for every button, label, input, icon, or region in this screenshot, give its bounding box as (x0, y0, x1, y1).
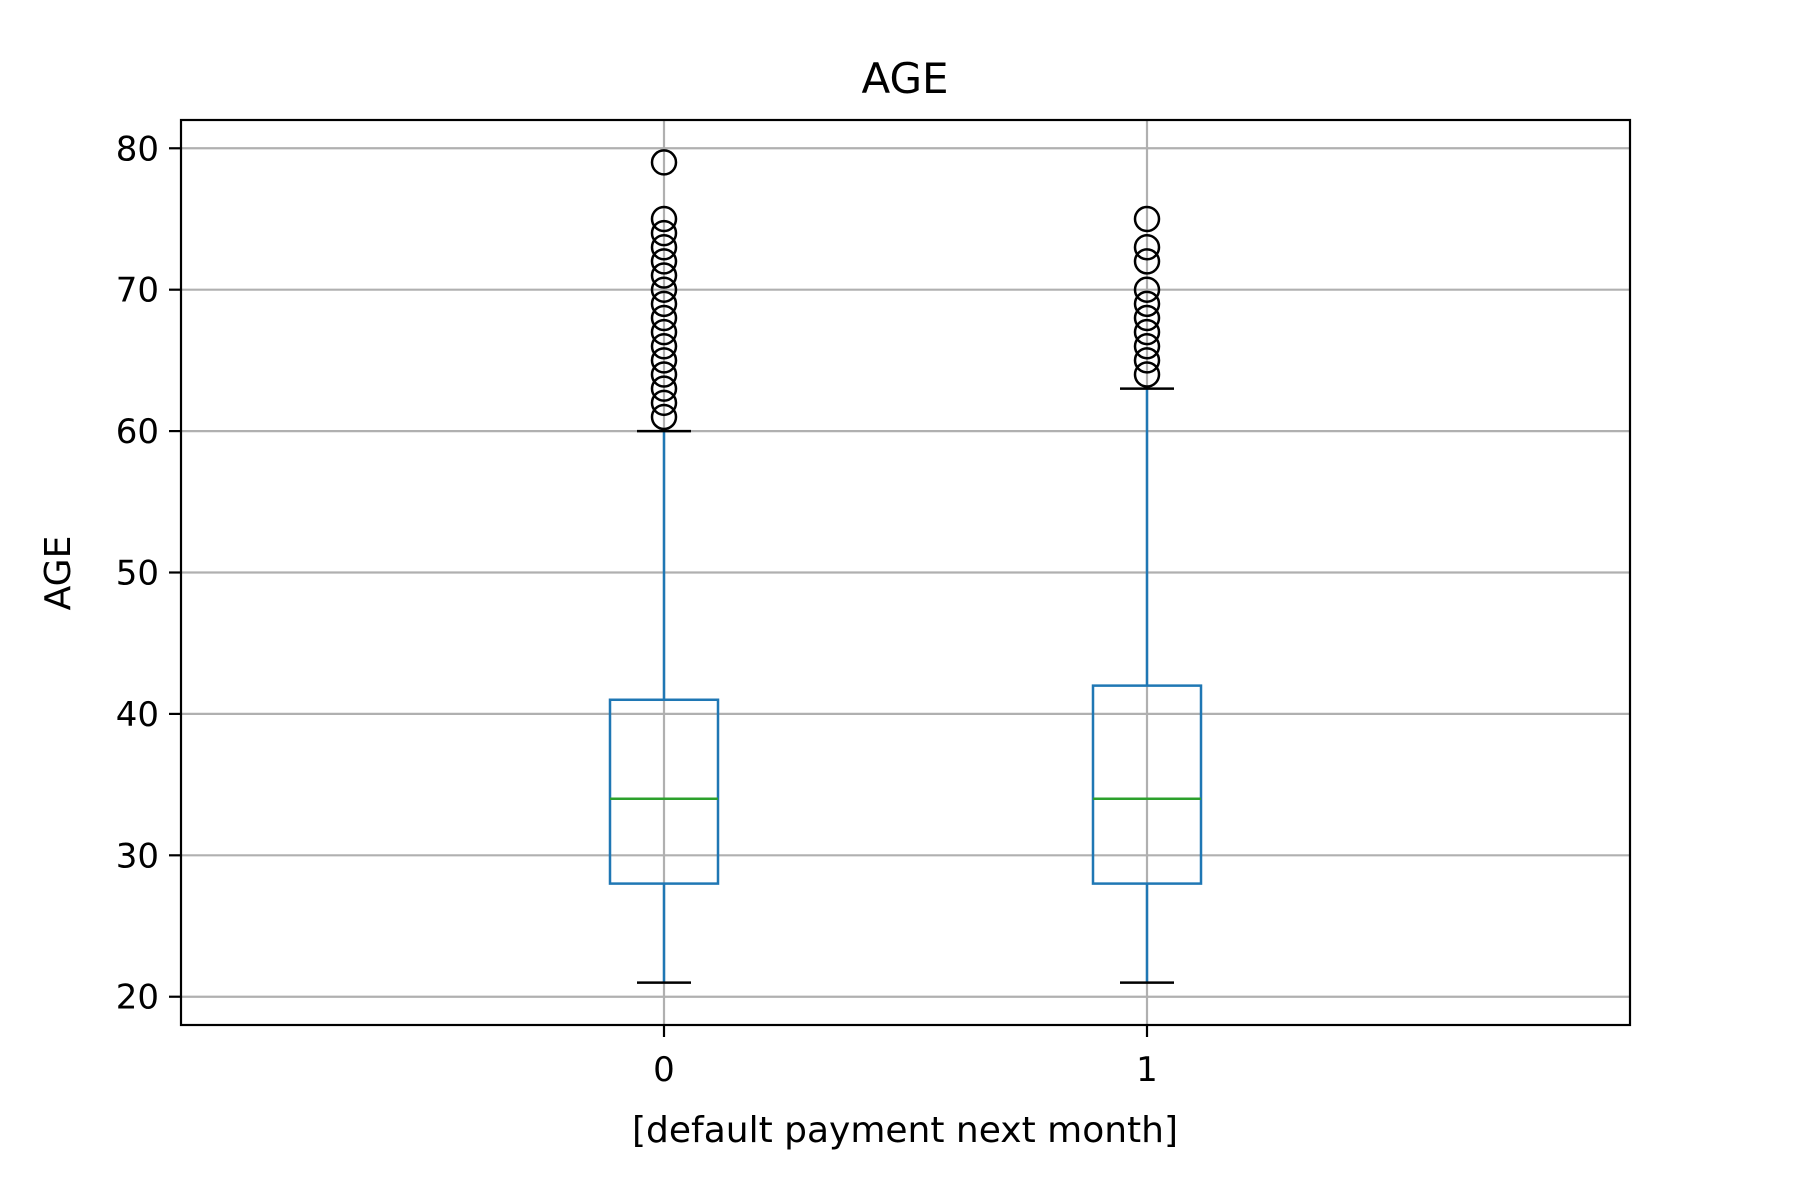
y-axis: 20 30 40 50 60 70 80 (116, 129, 181, 1018)
outlier-point (650, 205, 678, 233)
outlier-point (1133, 333, 1161, 360)
outlier-point (650, 234, 678, 261)
outlier-point (1133, 205, 1161, 233)
outlier-point (650, 276, 678, 303)
box-group-1 (1091, 205, 1203, 984)
outlier-point (650, 347, 678, 374)
outlier-point (650, 361, 678, 388)
y-axis-label: AGE (38, 536, 79, 611)
outlier-point (1133, 318, 1161, 346)
outlier-point (1133, 234, 1161, 261)
y-tick-label: 20 (116, 978, 159, 1018)
outlier-point (1133, 304, 1161, 332)
y-tick-label: 50 (116, 554, 159, 594)
outlier-point (650, 318, 678, 346)
plot-layer (608, 149, 1203, 984)
x-axis-label: [default payment next month] (632, 1110, 1178, 1151)
outlier-point (650, 248, 678, 275)
y-tick-label: 30 (116, 836, 159, 876)
iqr-box (1091, 684, 1203, 885)
outlier-point (1133, 361, 1161, 388)
outlier-point (650, 333, 678, 360)
outlier-point (650, 290, 678, 318)
outlier-point (650, 149, 678, 176)
outlier-point (1133, 347, 1161, 374)
outlier-point (650, 262, 678, 289)
outlier-point (1133, 248, 1161, 275)
x-tick-label: 0 (653, 1050, 675, 1090)
outlier-point (650, 389, 678, 417)
y-tick-label: 40 (116, 695, 159, 735)
y-tick-label: 70 (116, 271, 159, 311)
x-tick-label: 1 (1136, 1050, 1158, 1090)
chart-title: AGE (861, 54, 948, 103)
y-tick-label: 80 (116, 129, 159, 169)
outlier-point (650, 219, 678, 247)
y-tick-label: 60 (116, 412, 159, 452)
outlier-point (1133, 276, 1161, 303)
outlier-point (650, 375, 678, 402)
iqr-box (608, 698, 720, 885)
outlier-point (650, 403, 678, 431)
box-group-0 (608, 149, 720, 984)
outlier-point (1133, 290, 1161, 318)
outlier-point (650, 304, 678, 332)
